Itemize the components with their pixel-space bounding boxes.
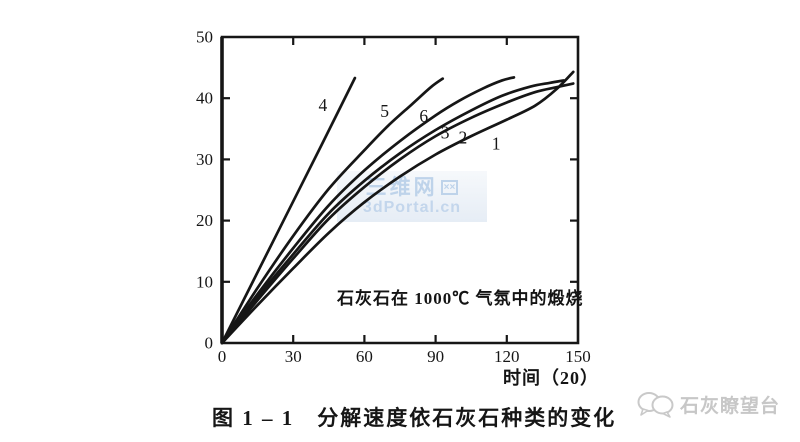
y-tick-label: 40 [196,89,213,108]
x-tick-label: 120 [494,347,520,366]
curve-5 [220,77,445,345]
y-tick-label: 10 [196,272,213,291]
curve-6 [220,76,516,345]
y-tick-label: 30 [196,150,213,169]
watermark-site-name: 三维网 [365,176,438,199]
x-tick-label: 30 [285,347,302,366]
x-axis-title: 时间（20） [503,368,599,388]
watermark-site-row: 三维网 ×× [366,177,459,198]
watermark-domain: 3dPortal.cn [362,199,462,216]
x-tick-label: 0 [218,347,227,366]
curve-3 [220,79,566,345]
curve-label-5: 5 [380,101,389,121]
curve-1 [220,70,575,345]
watermark-logo-box-icon: ×× [440,180,459,195]
curve-label-3: 3 [441,122,450,142]
curve-label-2: 2 [459,127,468,147]
x-tick-label: 150 [565,347,591,366]
watermark-center: 三维网 ×× 3dPortal.cn [337,171,487,222]
y-tick-label: 20 [196,211,213,230]
curve-2 [220,82,575,345]
x-tick-label: 90 [427,347,444,366]
y-tick-label: 50 [196,28,213,47]
y-tick-label: 0 [205,334,214,353]
brand-watermark: 石灰瞭望台 [637,391,780,418]
curve-label-6: 6 [419,106,428,126]
chat-bubbles-icon [637,392,674,418]
curve-4 [220,76,357,345]
chart-annotation: 石灰石在 1000℃ 气氛中的煅烧 [337,289,584,308]
curve-label-4: 4 [318,95,327,115]
curve-label-1: 1 [492,133,501,153]
brand-text: 石灰瞭望台 [680,396,781,417]
x-tick-label: 60 [356,347,373,366]
figure-caption: 图 1 – 1 分解速度依石灰石种类的变化 [212,406,617,430]
